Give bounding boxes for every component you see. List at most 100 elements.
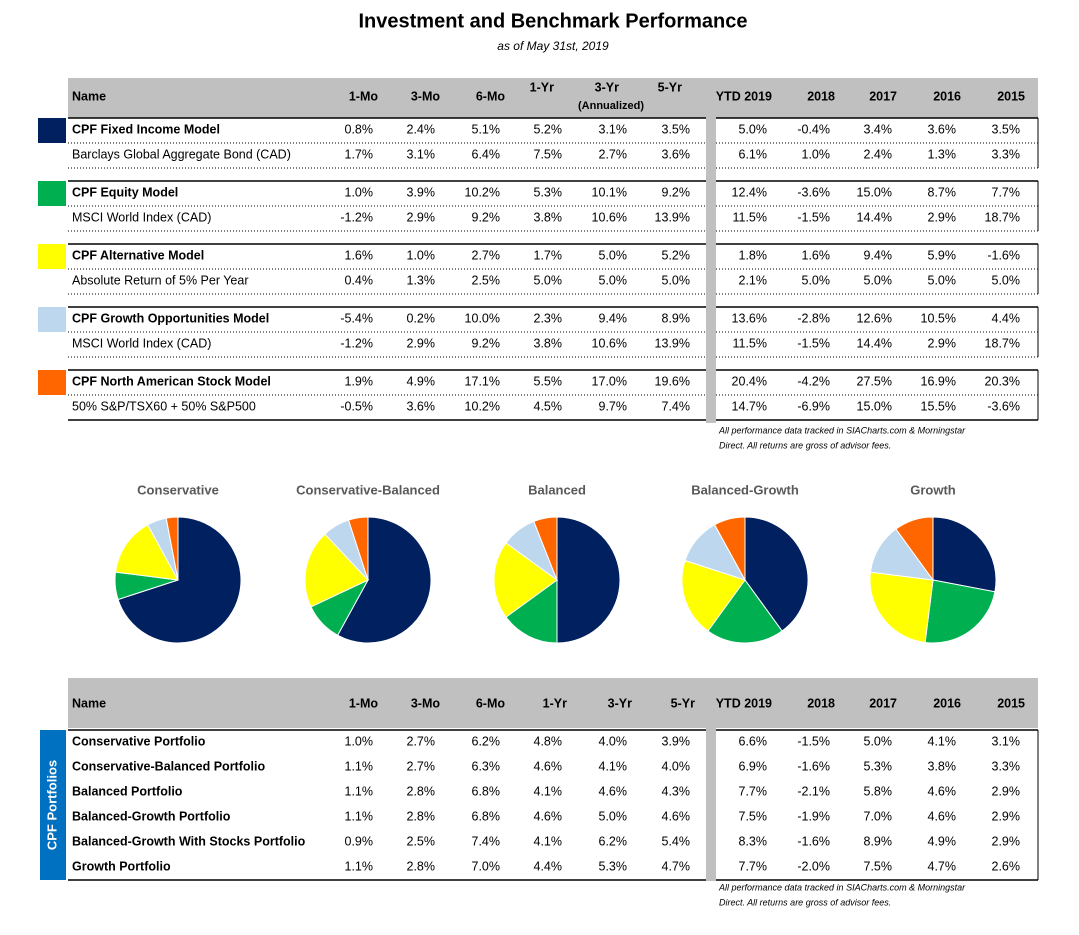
cell: -1.6%: [797, 834, 830, 848]
header-band: [68, 78, 1038, 118]
pie-slice: [114, 524, 179, 581]
cell: -2.0%: [797, 859, 830, 873]
cell: 5.3%: [864, 759, 893, 773]
cell: 5.0%: [802, 273, 831, 287]
cell: 5.0%: [599, 248, 628, 262]
cell: 1.0%: [345, 185, 374, 199]
cell: 15.0%: [857, 399, 892, 413]
pie-title: Balanced-Growth: [691, 482, 799, 497]
cell: 4.0%: [662, 759, 691, 773]
cell: 1.1%: [345, 784, 374, 798]
cell: 12.6%: [857, 311, 892, 325]
cell: 7.7%: [739, 859, 768, 873]
cell: 2.9%: [992, 834, 1021, 848]
cell: 2.1%: [739, 273, 768, 287]
cell: 0.4%: [345, 273, 374, 287]
cell: -1.5%: [797, 210, 830, 224]
cell: 2.9%: [407, 336, 436, 350]
cell: 10.2%: [465, 399, 500, 413]
row-name: Barclays Global Aggregate Bond (CAD): [72, 147, 291, 161]
cell: 2.7%: [407, 759, 436, 773]
cell: 5.8%: [864, 784, 893, 798]
cell: 5.0%: [928, 273, 957, 287]
cell: 2.8%: [407, 809, 436, 823]
pie-title: Growth: [910, 482, 956, 497]
cell: 9.4%: [864, 248, 893, 262]
column-header: 2016: [933, 89, 961, 103]
cell: 18.7%: [985, 336, 1020, 350]
column-header: 1-Mo: [349, 89, 379, 103]
cell: 1.8%: [739, 248, 768, 262]
cell: 0.8%: [345, 122, 374, 136]
cell: 8.3%: [739, 834, 768, 848]
subtitle: as of May 31st, 2019: [497, 39, 609, 53]
cell: 10.2%: [465, 185, 500, 199]
cell: 2.9%: [407, 210, 436, 224]
cell: 4.8%: [534, 734, 563, 748]
cell: -0.4%: [797, 122, 830, 136]
cell: 5.3%: [599, 859, 628, 873]
cell: 7.7%: [739, 784, 768, 798]
cell: 4.6%: [599, 784, 628, 798]
cell: 20.3%: [985, 374, 1020, 388]
cell: 9.2%: [472, 336, 501, 350]
pie-slice: [336, 516, 432, 644]
cell: 2.7%: [472, 248, 501, 262]
cell: 4.6%: [928, 784, 957, 798]
cell: -2.1%: [797, 784, 830, 798]
cell: 8.9%: [864, 834, 893, 848]
cell: 14.4%: [857, 336, 892, 350]
cell: 10.5%: [921, 311, 956, 325]
cell: 6.6%: [739, 734, 768, 748]
cell: 5.0%: [599, 809, 628, 823]
cell: 0.2%: [407, 311, 436, 325]
cell: 2.7%: [599, 147, 628, 161]
cell: 2.3%: [534, 311, 563, 325]
cell: 4.6%: [662, 809, 691, 823]
cell: 1.3%: [928, 147, 957, 161]
cell: 5.0%: [992, 273, 1021, 287]
separator: [706, 678, 716, 881]
column-header: 2015: [997, 89, 1025, 103]
cell: 3.9%: [662, 734, 691, 748]
column-header: 2018: [807, 89, 835, 103]
cell: 3.3%: [992, 759, 1021, 773]
cell: 18.7%: [985, 210, 1020, 224]
cell: 11.5%: [732, 336, 767, 350]
cell: 4.3%: [662, 784, 691, 798]
cell: 3.9%: [407, 185, 436, 199]
cell: 4.1%: [928, 734, 957, 748]
color-swatch: [38, 181, 66, 206]
cell: 11.5%: [732, 210, 767, 224]
column-header: Name: [72, 696, 106, 710]
cell: 4.4%: [992, 311, 1021, 325]
column-header: 3-Yr: [608, 696, 632, 710]
cell: 10.6%: [592, 210, 627, 224]
cell: 5.0%: [662, 273, 691, 287]
column-header: Name: [72, 89, 106, 103]
cell: 4.0%: [599, 734, 628, 748]
row-name: Absolute Return of 5% Per Year: [72, 273, 249, 287]
cell: 5.9%: [928, 248, 957, 262]
cell: 3.6%: [662, 147, 691, 161]
cell: 1.6%: [802, 248, 831, 262]
pie-slice: [117, 516, 242, 644]
column-header: 5-Yr: [671, 696, 695, 710]
cell: 4.7%: [662, 859, 691, 873]
cell: 6.8%: [472, 809, 501, 823]
cell: -1.5%: [797, 734, 830, 748]
color-swatch: [38, 118, 66, 143]
cell: 3.5%: [992, 122, 1021, 136]
footnote: Direct. All returns are gross of advisor…: [719, 897, 891, 907]
cell: 2.5%: [407, 834, 436, 848]
cell: -1.5%: [797, 336, 830, 350]
cell: -3.6%: [797, 185, 830, 199]
pie-title: Balanced: [528, 482, 586, 497]
cell: 6.2%: [472, 734, 501, 748]
column-header: 3-Mo: [411, 89, 441, 103]
cell: 10.0%: [465, 311, 500, 325]
pie-slice: [895, 516, 934, 582]
cell: 15.5%: [921, 399, 956, 413]
cell: 5.2%: [662, 248, 691, 262]
column-header: 3-Mo: [411, 696, 441, 710]
